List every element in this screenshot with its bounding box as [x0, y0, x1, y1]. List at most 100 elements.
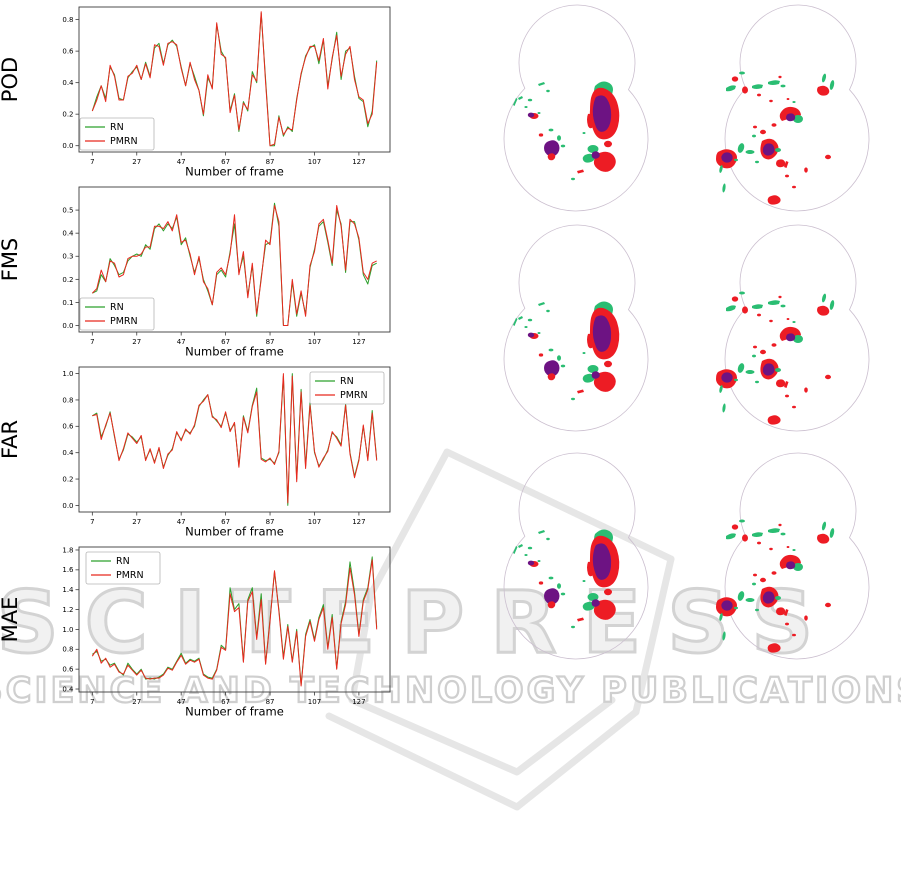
legend-label-pmrn: PMRN [110, 316, 138, 327]
metric-label-pod: POD [0, 57, 22, 102]
legend-box [309, 371, 385, 405]
y-tick-label: 0.8 [62, 646, 73, 654]
x-tick-label: 67 [221, 518, 230, 526]
y-tick-label: 0.6 [62, 423, 74, 431]
y-tick-label: 0.6 [62, 666, 74, 674]
x-tick-label: 47 [177, 698, 186, 706]
chart-cell-far: 0.0 0.2 0.4 0.6 0.8 1.0 7 27 47 67 87 107 127 Number … [0, 360, 398, 539]
legend: RN PMRN [79, 297, 155, 331]
y-tick-label: 0.8 [62, 16, 73, 24]
plot-frame [78, 366, 391, 513]
radar-coverage-outline [724, 452, 870, 660]
y-tick-label: 0.5 [62, 206, 73, 214]
map-row3-left-canvas [503, 452, 649, 660]
legend-box [85, 551, 161, 585]
metric-label-mae: MAE [0, 597, 22, 643]
x-tick-label: 7 [90, 158, 94, 166]
x-tick-label: 107 [308, 518, 321, 526]
x-axis-label: Number of frame [185, 345, 284, 359]
legend-label-rn: RN [110, 302, 124, 313]
precipitation-blobs [513, 529, 620, 629]
y-tick-label: 1.2 [62, 606, 73, 614]
legend: RN PMRN [79, 117, 155, 151]
radar-coverage-outline [724, 4, 870, 212]
y-tick-label: 1.6 [62, 566, 74, 574]
x-axis-label: Number of frame [185, 705, 284, 719]
y-tick-label: 0.4 [62, 685, 74, 693]
chart-pod: 0.0 0.2 0.4 0.6 0.8 7 27 47 67 87 107 127 Number of … [0, 6, 391, 179]
y-tick-label: 0.3 [62, 253, 73, 261]
x-tick-label: 47 [177, 158, 186, 166]
x-tick-label: 7 [90, 518, 94, 526]
y-tick-label: 0.6 [62, 48, 74, 56]
y-tick-label: 1.0 [62, 626, 73, 634]
precipitation-blobs [513, 81, 620, 181]
legend-label-pmrn: PMRN [116, 570, 144, 581]
x-tick-label: 7 [90, 698, 94, 706]
y-tick-label: 0.0 [62, 322, 73, 330]
y-tick-label: 0.4 [62, 230, 74, 238]
map-row2-left-canvas [503, 224, 649, 432]
map-row1-right [708, 2, 873, 214]
y-tick-label: 0.2 [62, 475, 73, 483]
chart-cell-pod: 0.0 0.2 0.4 0.6 0.8 7 27 47 67 87 107 127 Number of … [0, 0, 398, 179]
legend-label-rn: RN [110, 122, 124, 133]
plot-frame [78, 6, 391, 153]
radar-coverage-outline [503, 224, 649, 432]
radar-coverage-outline [724, 224, 870, 432]
map-row2-left [487, 222, 652, 434]
x-tick-label: 127 [352, 338, 365, 346]
x-tick-label: 47 [177, 518, 186, 526]
y-tick-label: 0.4 [62, 79, 74, 87]
series-pmrn [91, 559, 378, 687]
radar-coverage-outline [503, 4, 649, 212]
x-tick-label: 127 [352, 698, 365, 706]
plot-frame [78, 546, 391, 693]
y-tick-label: 1.4 [62, 586, 74, 594]
y-tick-label: 0.1 [62, 299, 73, 307]
map-row1-left-canvas [503, 4, 649, 212]
x-axis-label: Number of frame [185, 525, 284, 539]
precipitation-blobs [716, 71, 835, 205]
x-tick-label: 107 [308, 338, 321, 346]
series-pmrn [91, 205, 377, 326]
x-tick-label: 87 [266, 518, 275, 526]
plot-frame [78, 186, 391, 333]
y-tick-label: 0.2 [62, 111, 73, 119]
x-tick-label: 27 [132, 338, 141, 346]
x-tick-label: 127 [352, 518, 365, 526]
map-row2-right [708, 222, 873, 434]
x-tick-label: 67 [221, 158, 230, 166]
chart-cell-mae: 0.4 0.6 0.8 1.0 1.2 1.4 1.6 1.8 7 27 47 67 87 107 127 N… [0, 540, 398, 719]
map-row1-right-canvas [716, 4, 870, 212]
x-tick-label: 87 [266, 338, 275, 346]
precipitation-blobs [716, 519, 835, 653]
x-tick-label: 27 [132, 698, 141, 706]
precipitation-blobs [513, 301, 620, 401]
y-tick-label: 1.0 [62, 370, 73, 378]
legend-label-rn: RN [340, 376, 354, 387]
x-tick-label: 87 [266, 158, 275, 166]
series-pmrn [91, 11, 378, 147]
watermark-title: SCITEPRESS [0, 573, 839, 673]
chart-cell-fms: 0.0 0.1 0.2 0.3 0.4 0.5 7 27 47 67 87 107 127 Number … [0, 180, 398, 359]
map-row3-right [708, 450, 873, 662]
legend-label-rn: RN [116, 556, 130, 567]
x-tick-label: 27 [132, 518, 141, 526]
precipitation-blobs [716, 291, 835, 425]
metric-label-far: FAR [0, 420, 22, 459]
map-row2-right-canvas [716, 224, 870, 432]
y-tick-label: 0.2 [62, 276, 73, 284]
x-tick-label: 27 [132, 158, 141, 166]
map-row3-right-canvas [716, 452, 870, 660]
x-tick-label: 127 [352, 158, 365, 166]
legend-box [79, 117, 155, 151]
y-tick-label: 0.4 [62, 449, 74, 457]
chart-mae: 0.4 0.6 0.8 1.0 1.2 1.4 1.6 1.8 7 27 47 67 87 107 127 N… [0, 546, 391, 719]
map-row1-left [487, 2, 652, 214]
series-pmrn [92, 373, 378, 504]
y-tick-label: 0.0 [62, 502, 73, 510]
legend-box [79, 297, 155, 331]
legend: RN PMRN [309, 371, 385, 405]
